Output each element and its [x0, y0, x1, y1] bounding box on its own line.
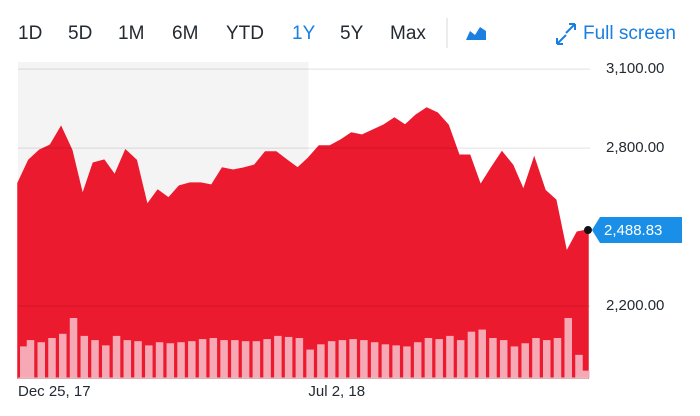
last-price-dot [584, 226, 592, 235]
volume-bar [177, 342, 185, 378]
volume-bar [220, 340, 228, 378]
volume-bar [582, 370, 590, 378]
price-label: 2,488.83 [604, 222, 662, 239]
volume-bar [91, 340, 99, 378]
volume-bar [252, 341, 261, 378]
full-screen-button[interactable]: Full screen [583, 23, 676, 44]
volume-bar [510, 346, 519, 378]
y-tick-label: 3,100.00 [606, 60, 664, 77]
volume-bar [20, 346, 28, 378]
volume-bar [327, 341, 336, 378]
volume-bar [403, 346, 411, 378]
price-tag [592, 217, 682, 244]
volume-bar [489, 338, 497, 378]
volume-bar [274, 335, 282, 378]
volume-bar [80, 335, 89, 378]
volume-bar [306, 349, 314, 378]
range-button[interactable]: Max [390, 23, 426, 44]
range-button[interactable]: 1M [118, 23, 144, 44]
volume-bar [392, 345, 400, 378]
x-tick-label: Jul 2, 18 [308, 383, 365, 400]
volume-bar [26, 340, 35, 378]
volume-bar [134, 341, 142, 378]
volume-bar [532, 338, 540, 378]
volume-bar [575, 354, 583, 378]
chart-type-icon[interactable] [466, 27, 486, 40]
volume-bar [231, 340, 239, 378]
price-area [17, 107, 589, 379]
range-button[interactable]: YTD [226, 23, 264, 44]
range-button[interactable]: 6M [172, 23, 198, 44]
y-tick-label: 2,800.00 [606, 139, 664, 156]
volume-bar [360, 340, 368, 378]
y-tick-label: 2,200.00 [606, 297, 664, 314]
volume-bar [166, 343, 175, 378]
volume-bar [123, 340, 132, 378]
x-tick-label: Dec 25, 17 [18, 383, 91, 400]
volume-bar [69, 318, 78, 378]
volume-bar [564, 318, 572, 378]
volume-bar [467, 331, 476, 378]
volume-bar [499, 340, 508, 378]
range-button[interactable]: 1Y [292, 23, 316, 44]
volume-bar [263, 339, 271, 378]
volume-bar [424, 338, 433, 378]
volume-bar [295, 338, 304, 378]
range-button[interactable]: 5Y [340, 23, 364, 44]
volume-bar [48, 338, 56, 378]
volume-bar [521, 343, 529, 378]
range-button[interactable]: 1D [18, 23, 42, 44]
volume-bar [145, 345, 153, 378]
volume-bar [542, 340, 551, 378]
range-button[interactable]: 5D [68, 23, 92, 44]
volume-bar [553, 338, 562, 378]
full-screen-icon[interactable] [556, 23, 576, 45]
volume-bar [59, 333, 67, 378]
volume-bar [102, 345, 110, 378]
volume-bar [284, 336, 293, 378]
volume-bar [155, 342, 164, 378]
volume-bar [198, 339, 207, 378]
volume-bar [413, 342, 422, 378]
volume-bar [209, 338, 218, 378]
volume-bar [112, 335, 121, 378]
volume-bar [241, 341, 250, 378]
volume-bar [349, 339, 357, 378]
volume-bar [338, 340, 347, 378]
volume-bar [478, 329, 486, 378]
volume-bar [435, 339, 443, 378]
volume-bar [37, 342, 46, 378]
volume-bar [317, 344, 325, 378]
volume-bar [370, 342, 379, 378]
volume-bar [381, 344, 390, 378]
volume-bar [188, 341, 196, 378]
volume-bar [446, 335, 454, 378]
volume-bar [456, 340, 465, 378]
